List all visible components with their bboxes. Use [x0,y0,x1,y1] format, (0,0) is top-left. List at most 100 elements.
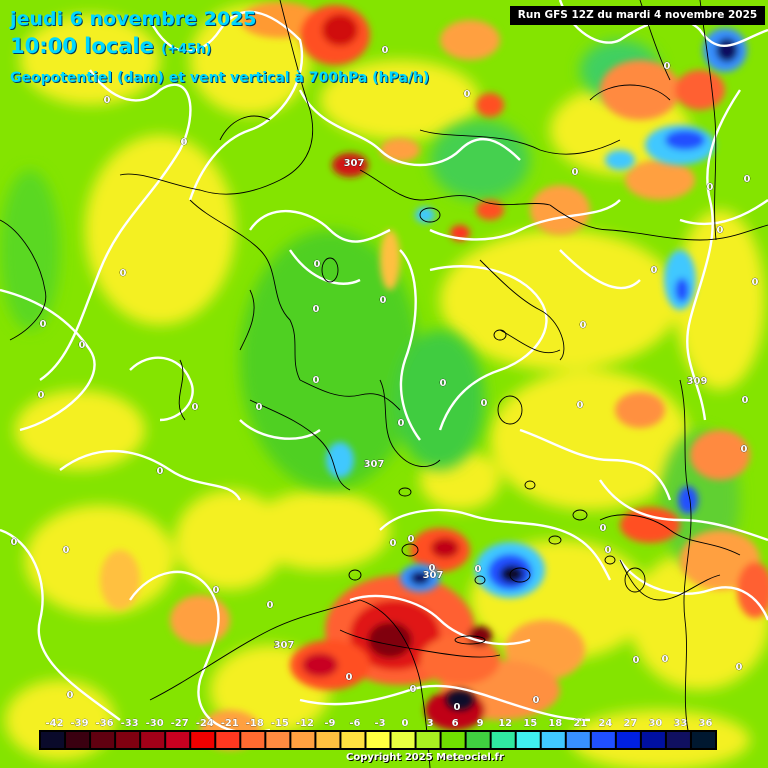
contour-label: 0 [741,444,748,455]
contour-label: 0 [580,320,587,331]
variable-description: Geopotentiel (dam) et vent vertical à 70… [10,70,430,86]
contour-label: 0 [63,545,70,556]
copyright-notice: Copyright 2025 Meteociel.fr [346,752,504,763]
contour-label: 0 [313,304,320,315]
contour-label: 0 [104,95,111,106]
contour-label: 0 [464,89,471,100]
contour-label: 0 [605,545,612,556]
contour-label: 0 [256,402,263,413]
contour-label: 0 [662,654,669,665]
contour-label: 0 [67,690,74,701]
colorbar-swatch [216,732,240,748]
contour-label: 0 [744,174,751,185]
colorbar-tick-label: 36 [699,718,713,729]
colorbar-swatch [116,732,140,748]
model-run-info: Run GFS 12Z du mardi 4 novembre 2025 [510,6,765,25]
colorbar-swatch [591,732,615,748]
contour-label: 0 [38,390,45,401]
contour-label: 0 [752,277,759,288]
colorbar-swatch [391,732,415,748]
contour-label: 0 [267,600,274,611]
colorbar-tick-label: 33 [673,718,687,729]
colorbar-swatch [66,732,90,748]
colorbar-swatch [266,732,290,748]
contour-label: 0 [40,319,47,330]
contour-label: 0 [481,398,488,409]
contour-label: 307 [344,158,365,169]
colorbar-swatch [91,732,115,748]
contour-label: 0 [313,375,320,386]
geopotential-isolines [0,0,768,734]
forecast-time-main: 10:00 locale [10,34,154,58]
colorbar-tick-label: 24 [598,718,612,729]
contour-label: 0 [429,563,436,574]
colorbar-tick-label: -9 [324,718,335,729]
colorbar-tick-label: 12 [498,718,512,729]
colorbar-swatch [641,732,665,748]
colorbar-swatch [616,732,640,748]
colorbar-tick-label: -21 [221,718,239,729]
colorbar-tick-label: 3 [427,718,434,729]
contour-label: 307 [274,640,295,651]
contour-label: 0 [736,662,743,673]
forecast-lead-time: (+45h) [161,42,212,57]
colorbar-tick-label: 0 [402,718,409,729]
colorbar-tick-label: -24 [196,718,214,729]
colorbar-swatch [441,732,465,748]
colorbar-swatch [316,732,340,748]
colorbar-tick-label: -12 [296,718,314,729]
colorbar-swatch [141,732,165,748]
contour-label: 0 [390,538,397,549]
colorbar-swatch [691,732,715,748]
colorbar-swatch [341,732,365,748]
colorbar-swatch [166,732,190,748]
contour-label: 0 [742,395,749,406]
contour-label: 0 [398,418,405,429]
colorbar-tick-label: 21 [573,718,587,729]
contour-label: 0 [181,137,188,148]
contour-label: 0 [157,466,164,477]
colorbar-tick-label: -18 [246,718,264,729]
colorbar-swatch [541,732,565,748]
colorbar-tick-label: -15 [271,718,289,729]
contour-label: 0 [440,378,447,389]
colorbar-swatch [291,732,315,748]
colorbar-tick-label: -30 [146,718,164,729]
colorbar-tick-label: 9 [477,718,484,729]
contour-label: 0 [633,655,640,666]
colorbar: -42 -39 -36 -33 -30 -27 -24 -21 -18 -15 -12 -9 -6 -3 0… [39,718,717,750]
colorbar-tick-label: -27 [171,718,189,729]
colorbar-tick-label: -36 [96,718,114,729]
contour-label: 0 [600,523,607,534]
contour-label: 0 [454,702,461,713]
colorbar-tick-label: 6 [452,718,459,729]
colorbar-tick-label: -6 [349,718,360,729]
contour-label: 0 [11,537,18,548]
colorbar-tick-label: 18 [548,718,562,729]
contour-label: 0 [346,672,353,683]
contour-labels: 0 0 0 0 0 0 0 0 0 0 0 0 0 0 0 0 0 0 0 0 0 0 0 0 0 0 0 0 0 0 0 0 0 0 0 0 0 0 0 0… [10,45,759,714]
colorbar-tick-label: -42 [45,718,63,729]
contour-label: 0 [120,268,127,279]
colorbar-tick-label: -33 [121,718,139,729]
contour-label: 0 [572,167,579,178]
colorbar-tick-label: 27 [623,718,637,729]
colorbar-swatch [416,732,440,748]
colorbar-swatch [466,732,490,748]
contour-label: 0 [314,259,321,270]
contour-label: 307 [364,459,385,470]
contour-label: 0 [533,695,540,706]
contour-label: 0 [717,225,724,236]
contour-label: 0 [79,340,86,351]
islands [321,207,646,645]
colorbar-swatch [516,732,540,748]
field-blue-zones [326,28,747,710]
colorbar-tick-label: -39 [71,718,89,729]
contour-label: 0 [382,45,389,56]
contour-label: 0 [664,61,671,72]
contour-label: 0 [651,265,658,276]
colorbar-tick-label: -3 [374,718,385,729]
colorbar-tick-label: 30 [648,718,662,729]
colorbar-swatch [491,732,515,748]
